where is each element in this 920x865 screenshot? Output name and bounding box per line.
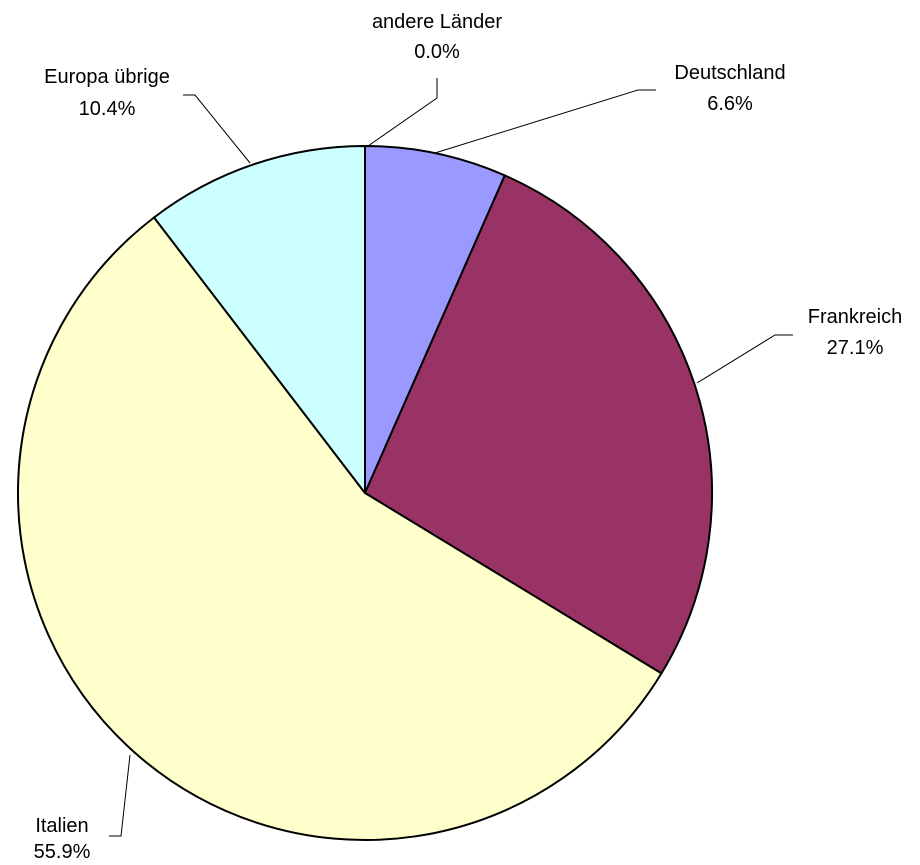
slice-europa-uebrige — [153, 145, 366, 494]
value-label-europa-uebrige: 10.4% — [79, 98, 136, 120]
value-label-frankreich: 27.1% — [827, 337, 884, 359]
label-deutschland: Deutschland — [674, 62, 785, 84]
slice-deutschland — [364, 145, 506, 494]
value-label-deutschland: 6.6% — [707, 93, 753, 115]
label-italien: Italien — [35, 815, 88, 837]
leader-line-andere-laender — [367, 78, 438, 147]
leader-line-italien — [109, 754, 131, 837]
label-andere-laender: andere Länder — [372, 11, 502, 33]
slice-labels: Deutschland 6.6% Frankreich 27.1% Italien 55.… — [34, 11, 903, 863]
leader-line-europa-uebrige — [183, 94, 251, 164]
slice-frankreich — [364, 174, 713, 675]
label-frankreich: Frankreich — [808, 306, 902, 328]
leader-lines — [109, 78, 793, 837]
value-label-andere-laender: 0.0% — [414, 41, 460, 63]
slice-italien — [17, 216, 663, 842]
leader-line-deutschland — [434, 89, 656, 154]
value-label-italien: 55.9% — [34, 841, 91, 863]
pie-slices — [17, 145, 713, 842]
leader-line-frankreich — [696, 334, 793, 384]
label-europa-uebrige: Europa übrige — [44, 66, 170, 88]
